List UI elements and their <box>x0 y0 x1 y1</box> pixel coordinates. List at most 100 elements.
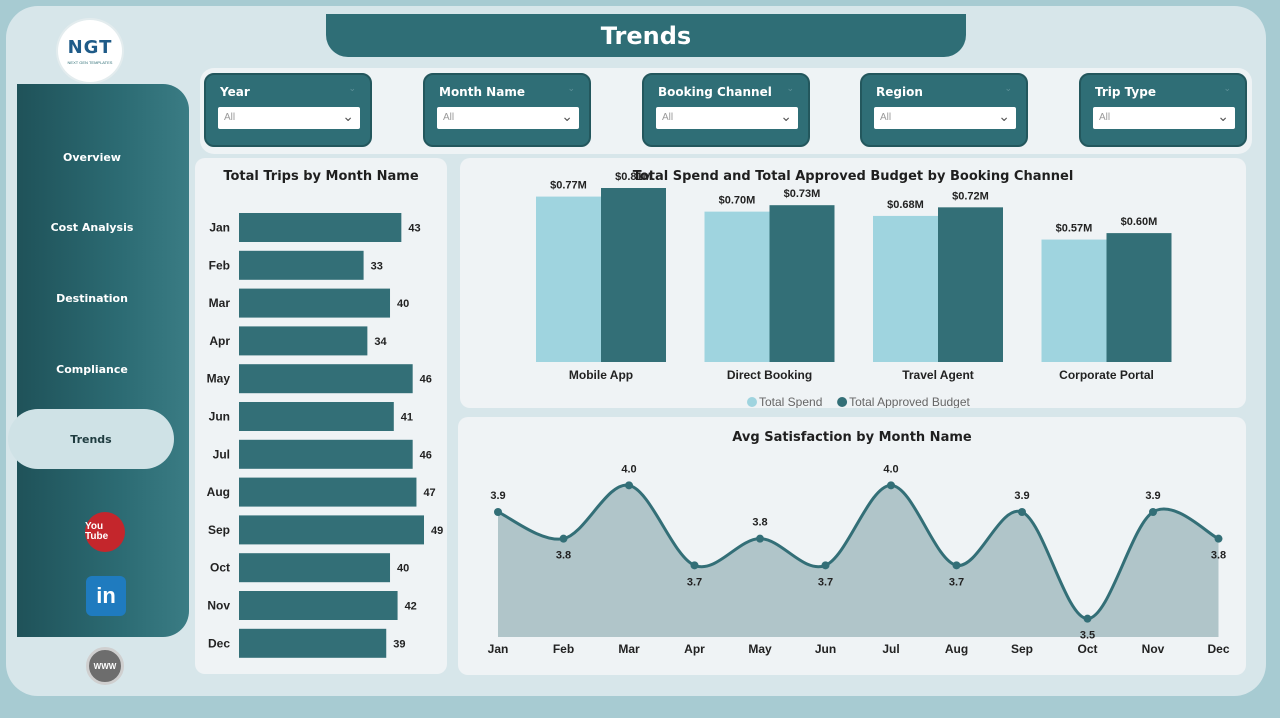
filter-label: Region <box>876 85 923 99</box>
month-tick-label: Mar <box>618 642 640 656</box>
trip-type-dropdown[interactable]: All ⌄ <box>1093 107 1235 129</box>
dropdown-value: All <box>662 112 674 123</box>
month-tick-label: Jun <box>209 410 230 424</box>
company-logo: NGT NEXT GEN TEMPLATES <box>56 18 124 84</box>
month-tick-label: Mar <box>209 296 231 310</box>
sidebar-item-overview[interactable]: Overview <box>63 150 121 164</box>
satisfaction-point <box>1018 508 1026 516</box>
legend-label: Total Approved Budget <box>849 395 970 408</box>
spend-bar <box>938 207 1003 362</box>
trips-data-label: 34 <box>374 336 387 348</box>
satisfaction-data-label: 3.7 <box>949 576 964 588</box>
trips-bar <box>239 515 424 545</box>
logo-mark: NGT <box>67 37 113 58</box>
trips-bar <box>239 288 391 318</box>
trips-bar <box>239 402 394 431</box>
trips-data-label: 33 <box>371 260 383 272</box>
satisfaction-data-label: 3.8 <box>1211 550 1226 562</box>
chevron-down-icon: ⌄ <box>1217 108 1229 124</box>
website-label: WWW <box>93 661 117 671</box>
chevron-down-icon: ⌄ <box>1004 83 1012 93</box>
satisfaction-card: Avg Satisfaction by Month Name 3.9 Jan 3.8… <box>458 417 1246 675</box>
trips-data-label: 40 <box>397 298 409 310</box>
satisfaction-chart-title: Avg Satisfaction by Month Name <box>732 430 972 445</box>
month-tick-label: Feb <box>553 642 574 656</box>
region-dropdown[interactable]: All ⌄ <box>874 107 1016 129</box>
trips-bar <box>239 477 417 507</box>
satisfaction-data-label: 3.9 <box>490 490 505 502</box>
trips-by-month-card: Total Trips by Month Name Jan 43 Feb 33 Mar 4… <box>195 158 447 674</box>
month-tick-label: Apr <box>684 642 705 656</box>
trips-bar <box>239 591 398 620</box>
page-title: Trends <box>326 14 966 57</box>
satisfaction-point <box>821 561 830 570</box>
spend-data-label: $0.57M <box>1056 223 1093 235</box>
legend-label: Total Spend <box>759 395 822 408</box>
spend-bar <box>769 205 835 362</box>
filter-month-name: Month Name ⌄ All ⌄ <box>423 73 591 147</box>
filter-year: Year ⌄ All ⌄ <box>204 73 372 147</box>
month-tick-label: Dec <box>1207 642 1229 656</box>
chevron-down-icon: ⌄ <box>780 108 792 124</box>
channel-tick-label: Direct Booking <box>727 368 812 382</box>
month-tick-label: Feb <box>209 258 230 272</box>
website-icon[interactable]: WWW <box>86 647 124 685</box>
sidebar-item-cost-analysis[interactable]: Cost Analysis <box>50 220 134 234</box>
month-tick-label: Jan <box>209 221 230 235</box>
chevron-down-icon: ⌄ <box>998 108 1010 124</box>
trips-data-label: 39 <box>393 638 405 650</box>
trips-bar <box>239 326 368 356</box>
chevron-down-icon: ⌄ <box>348 83 356 93</box>
month-tick-label: Dec <box>208 636 230 650</box>
trips-data-label: 49 <box>431 525 443 537</box>
month-tick-label: Jul <box>213 447 230 461</box>
chevron-down-icon: ⌄ <box>1223 83 1231 93</box>
dropdown-value: All <box>224 112 236 123</box>
filter-label: Month Name <box>439 85 525 99</box>
legend-marker <box>747 397 757 407</box>
satisfaction-data-label: 3.8 <box>752 517 767 529</box>
month-name-dropdown[interactable]: All ⌄ <box>437 107 579 129</box>
linkedin-icon[interactable]: in <box>86 576 126 616</box>
sidebar-item-compliance[interactable]: Compliance <box>56 362 128 376</box>
satisfaction-point <box>1214 534 1223 543</box>
youtube-icon[interactable]: You Tube <box>85 512 125 552</box>
month-tick-label: Nov <box>1142 642 1165 656</box>
sidebar-item-destination[interactable]: Destination <box>56 291 128 305</box>
spend-data-label: $0.73M <box>784 188 821 200</box>
satisfaction-point <box>559 534 568 543</box>
legend-marker <box>837 397 848 407</box>
month-tick-label: Nov <box>207 599 230 613</box>
filter-label: Booking Channel <box>658 85 772 99</box>
year-dropdown[interactable]: All ⌄ <box>218 107 360 129</box>
satisfaction-data-label: 4.0 <box>621 463 636 475</box>
satisfaction-area <box>498 485 1219 637</box>
satisfaction-point <box>1149 508 1157 516</box>
trips-data-label: 47 <box>423 487 435 499</box>
month-tick-label: Oct <box>1077 642 1097 656</box>
booking-channel-dropdown[interactable]: All ⌄ <box>656 107 798 129</box>
month-tick-label: Apr <box>209 334 230 348</box>
dashboard-frame: Trends NGT NEXT GEN TEMPLATES Overview C… <box>6 6 1266 696</box>
satisfaction-data-label: 3.9 <box>1145 490 1160 502</box>
filter-booking-channel: Booking Channel ⌄ All ⌄ <box>642 73 810 147</box>
satisfaction-area-chart: 3.9 Jan 3.8 Feb 4.0 Mar 3.7 Apr 3.8 May 3.7 Jun 4.0 J… <box>488 463 1230 656</box>
chevron-down-icon: ⌄ <box>786 83 794 93</box>
month-tick-label: Aug <box>207 485 230 499</box>
chevron-down-icon: ⌄ <box>342 108 354 124</box>
trips-bar <box>239 213 402 242</box>
spend-data-label: $0.68M <box>887 199 924 211</box>
dropdown-value: All <box>443 112 455 123</box>
channel-tick-label: Corporate Portal <box>1059 368 1154 382</box>
spend-data-label: $0.77M <box>550 180 587 192</box>
satisfaction-data-label: 3.7 <box>687 576 702 588</box>
spend-data-label: $0.70M <box>719 195 756 207</box>
satisfaction-point <box>625 481 633 490</box>
month-tick-label: Jul <box>882 642 899 656</box>
filter-label: Trip Type <box>1095 85 1156 99</box>
trips-data-label: 42 <box>405 601 417 613</box>
spend-data-label: $0.81M <box>615 171 652 183</box>
sidebar-item-trends[interactable]: Trends <box>8 409 174 469</box>
satisfaction-data-label: 3.9 <box>1014 490 1029 502</box>
trips-bar <box>239 553 391 583</box>
